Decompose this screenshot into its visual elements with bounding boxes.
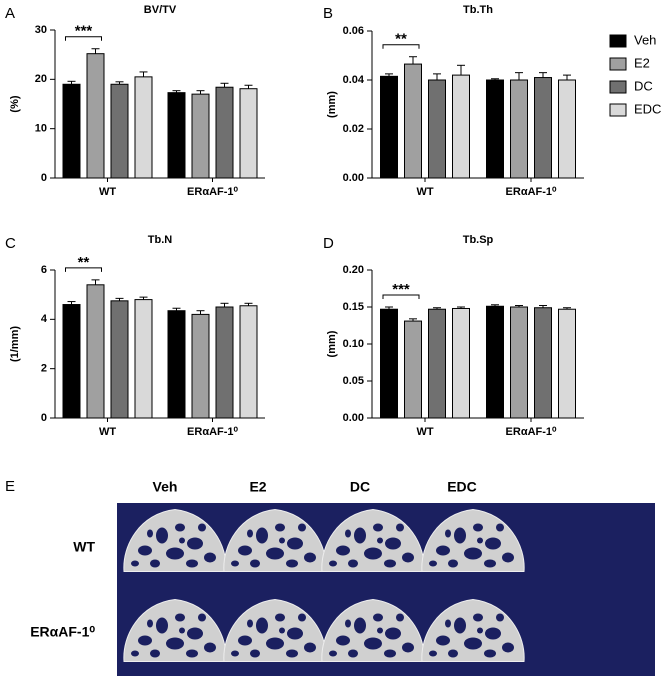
column-label: DC: [350, 479, 370, 495]
significance-label: **: [78, 254, 90, 271]
x-tick-label: WT: [416, 186, 433, 198]
column-label: EDC: [447, 479, 477, 495]
y-tick-label: 30: [35, 24, 47, 36]
y-tick-label: 20: [35, 73, 47, 85]
y-tick-label: 0.00: [343, 412, 364, 424]
chart-title: Tb.N: [148, 234, 172, 246]
x-tick-label: WT: [99, 186, 116, 198]
chart-title: BV/TV: [144, 4, 177, 16]
y-tick-label: 10: [35, 123, 47, 135]
legend-label: EDC: [634, 101, 661, 116]
column-label: E2: [249, 479, 266, 495]
significance-bracket: [65, 36, 102, 41]
x-tick-label: WT: [416, 426, 433, 438]
legend-label: E2: [634, 55, 650, 70]
chart-title: Tb.Sp: [463, 234, 494, 246]
bar: [558, 308, 576, 419]
bar: [404, 320, 422, 419]
y-tick-label: 0: [41, 172, 47, 184]
bar: [239, 305, 258, 419]
significance-bracket: [65, 267, 102, 272]
panel-label: C: [5, 235, 16, 252]
bar: [191, 313, 210, 419]
bar: [404, 63, 422, 179]
bar: [452, 307, 470, 419]
y-tick-label: 0: [41, 412, 47, 424]
bar: [380, 75, 398, 179]
row-label: WT: [73, 539, 95, 555]
bar: [239, 88, 258, 179]
y-tick-label: 0.00: [343, 172, 364, 184]
row-label: ERαAF-1⁰: [30, 624, 95, 640]
legend-label: DC: [634, 78, 653, 93]
panel-label: E: [5, 478, 15, 495]
legend-label: Veh: [634, 32, 656, 47]
bar: [62, 83, 81, 179]
bar: [452, 74, 470, 179]
bar: [558, 79, 576, 179]
legend-swatch: [609, 80, 627, 94]
y-tick-label: 0.15: [343, 301, 364, 313]
y-tick-label: 4: [41, 313, 48, 325]
y-axis-label: (1/mm): [9, 326, 21, 362]
bar: [167, 92, 186, 179]
column-label: Veh: [153, 479, 178, 495]
legend-swatch: [609, 34, 627, 48]
y-axis-label: (mm): [326, 330, 338, 357]
panel-label: B: [323, 5, 333, 22]
bar: [428, 308, 446, 419]
bar: [167, 310, 186, 419]
y-tick-label: 0.10: [343, 338, 364, 350]
y-tick-label: 0.20: [343, 264, 364, 276]
bar: [215, 306, 234, 419]
legend-swatch: [609, 57, 627, 71]
bar: [86, 284, 105, 419]
bar: [486, 79, 504, 179]
y-tick-label: 0.06: [343, 25, 364, 37]
bar: [134, 299, 153, 419]
bar: [110, 83, 129, 179]
bar: [86, 53, 105, 179]
x-tick-label: ERαAF-1⁰: [506, 186, 557, 198]
bar: [380, 308, 398, 419]
x-tick-label: WT: [99, 426, 116, 438]
significance-bracket: [382, 294, 420, 299]
bar: [428, 79, 446, 179]
x-tick-label: ERαAF-1⁰: [187, 426, 238, 438]
y-tick-label: 0.02: [343, 123, 364, 135]
y-axis-label: (mm): [326, 91, 338, 118]
bar: [62, 304, 81, 419]
bar: [510, 79, 528, 179]
y-tick-label: 2: [41, 363, 47, 375]
significance-label: ***: [392, 281, 410, 298]
bar: [534, 77, 552, 179]
bar: [510, 306, 528, 419]
bar: [191, 93, 210, 179]
y-tick-label: 0.04: [343, 74, 365, 86]
significance-label: **: [395, 31, 407, 48]
y-tick-label: 6: [41, 264, 47, 276]
significance-label: ***: [75, 23, 93, 40]
panel-label: A: [5, 5, 15, 22]
significance-bracket: [382, 44, 420, 49]
panel-label: D: [323, 235, 334, 252]
x-tick-label: ERαAF-1⁰: [187, 186, 238, 198]
bar: [486, 305, 504, 419]
bar: [110, 300, 129, 419]
y-tick-label: 0.05: [343, 375, 364, 387]
bar: [534, 307, 552, 419]
chart-title: Tb.Th: [463, 4, 493, 16]
y-axis-label: (%): [9, 95, 21, 112]
bar: [134, 76, 153, 179]
x-tick-label: ERαAF-1⁰: [506, 426, 557, 438]
legend-swatch: [609, 103, 627, 117]
bar: [215, 86, 234, 179]
